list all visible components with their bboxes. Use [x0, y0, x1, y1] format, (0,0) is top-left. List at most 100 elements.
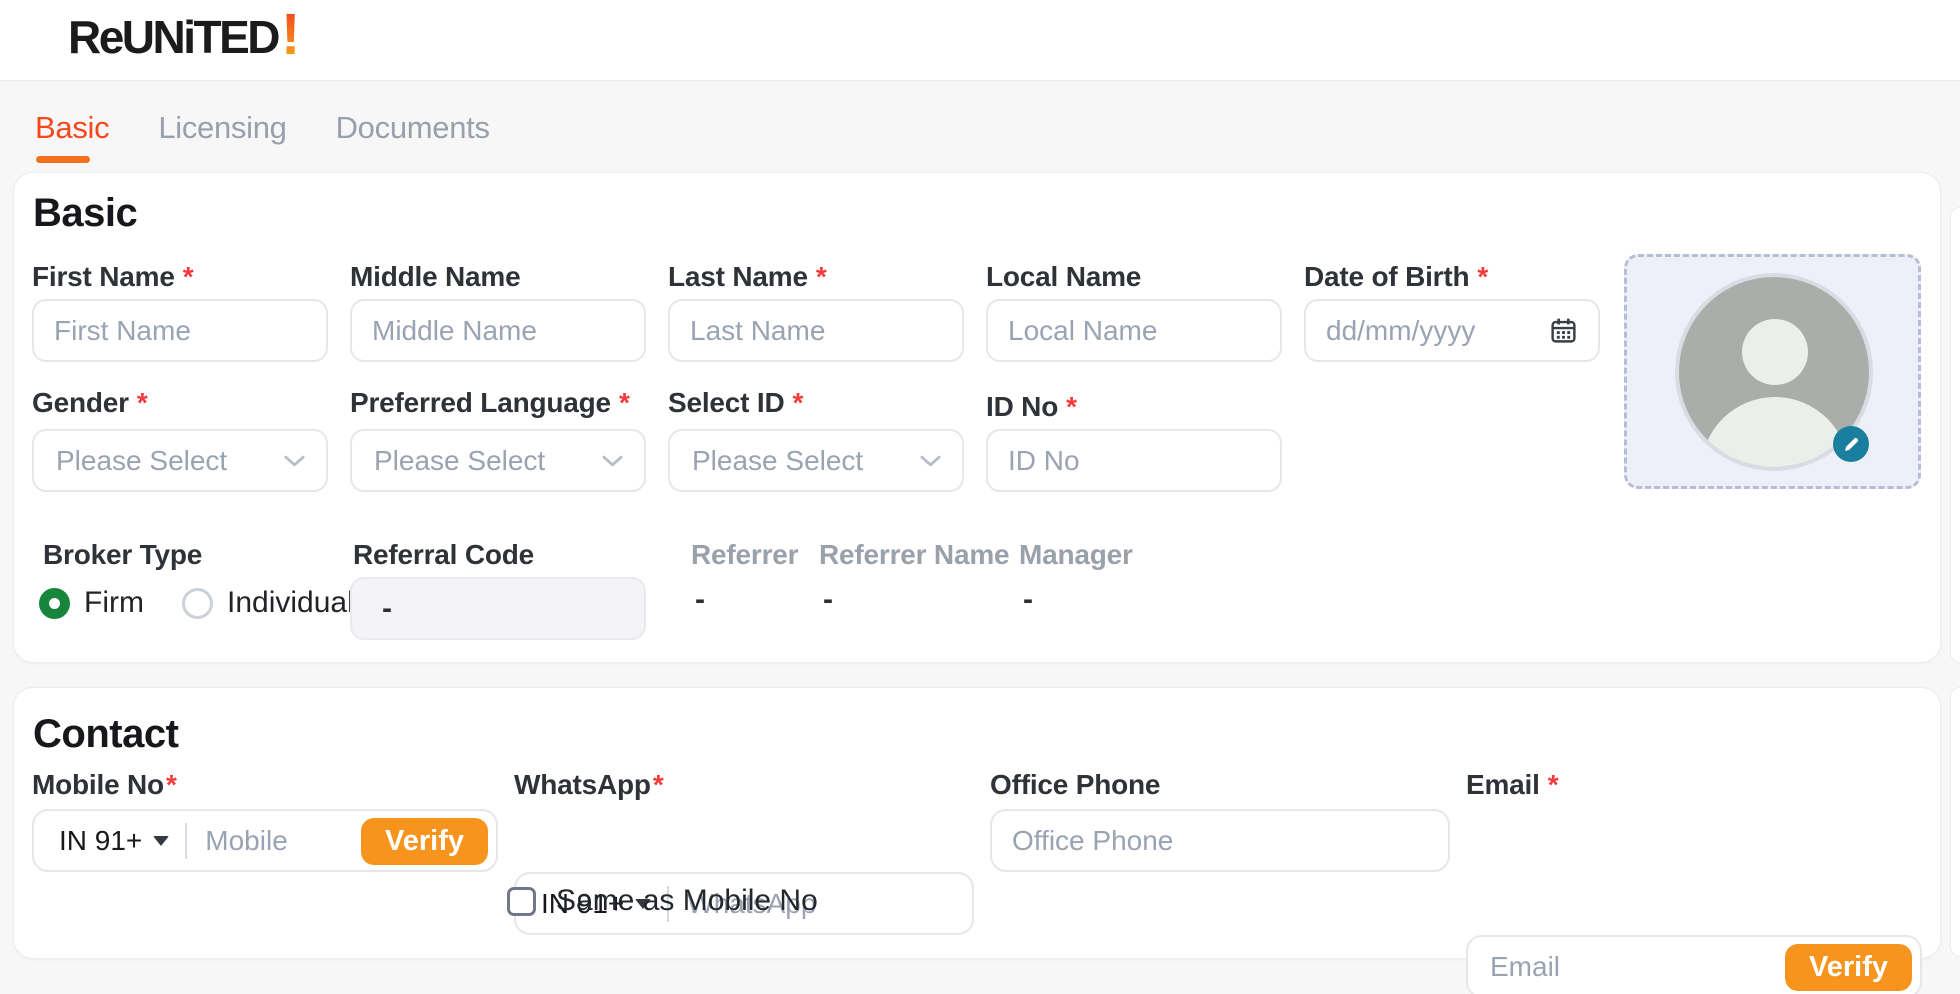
required-asterisk: * [165, 769, 177, 800]
verify-mobile-button[interactable]: Verify [361, 818, 488, 865]
select-id-select-value: Please Select [692, 444, 864, 476]
whatsapp-field-group: IN 91+ [514, 872, 974, 935]
required-asterisk: * [652, 769, 664, 800]
same-as-mobile-label: Same as Mobile No [556, 884, 818, 917]
gender-select[interactable]: Please Select [32, 429, 328, 492]
caret-down-icon [635, 898, 652, 909]
same-as-mobile-row: Same as Mobile No [507, 884, 818, 918]
date-of-birth-field[interactable] [1304, 299, 1600, 362]
referral-code-field: - [350, 577, 646, 640]
preferred-language-select[interactable]: Please Select [350, 429, 646, 492]
mobile-country-code-value: IN 91+ [59, 824, 143, 856]
local-name-input[interactable] [1008, 314, 1260, 347]
adjacent-panel-edge [1950, 207, 1960, 663]
pencil-icon [1842, 435, 1861, 454]
broker-type-radio-group: Firm Individual [39, 586, 354, 620]
required-asterisk: * [182, 261, 194, 292]
mobile-field-group: IN 91+ Verify [32, 809, 498, 872]
basic-section-title: Basic [33, 191, 138, 235]
tab-basic-label: Basic [35, 110, 110, 145]
preferred-language-select-value: Please Select [374, 444, 546, 476]
calendar-icon[interactable] [1549, 316, 1578, 345]
referrer-name-label: Referrer Name [819, 539, 1010, 570]
manager-label: Manager [1019, 539, 1133, 570]
email-field-group: Verify [1466, 935, 1922, 994]
mobile-country-code-select[interactable]: IN 91+ [34, 825, 185, 857]
chevron-down-icon [283, 454, 306, 468]
required-asterisk: * [1066, 391, 1077, 422]
id-no-field[interactable] [986, 429, 1282, 492]
select-id-label: Select ID * [668, 387, 804, 418]
verify-email-button[interactable]: Verify [1785, 944, 1912, 991]
required-asterisk: * [136, 387, 148, 418]
last-name-label: Last Name * [668, 261, 827, 292]
whatsapp-input[interactable] [669, 887, 972, 920]
profile-photo-dropzone[interactable] [1624, 254, 1921, 489]
contact-section-title: Contact [33, 712, 179, 756]
first-name-field[interactable] [32, 299, 328, 362]
brand-logo-exclamation-icon: ! [281, 2, 301, 67]
office-phone-label: Office Phone [990, 769, 1161, 800]
brand-logo: ReUNiTED ! [68, 2, 301, 67]
local-name-field[interactable] [986, 299, 1282, 362]
tab-licensing[interactable]: Licensing [158, 110, 287, 164]
required-asterisk: * [792, 387, 804, 418]
referrer-name-value: - [823, 583, 833, 616]
field-divider [185, 822, 188, 859]
radio-individual-label: Individual [226, 586, 354, 619]
tab-documents[interactable]: Documents [336, 110, 490, 164]
first-name-label: First Name * [32, 261, 194, 292]
whatsapp-country-code-value: IN 91+ [541, 887, 625, 919]
required-asterisk: * [1477, 261, 1489, 292]
radio-firm[interactable] [39, 587, 70, 619]
office-phone-input[interactable] [1012, 824, 1428, 857]
select-id-select[interactable]: Please Select [668, 429, 964, 492]
preferred-language-label: Preferred Language * [350, 387, 630, 418]
adjacent-panel-edge [1950, 687, 1960, 957]
tab-basic[interactable]: Basic [35, 110, 110, 164]
contact-card: Contact Mobile No* WhatsApp* Office Phon… [13, 687, 1941, 994]
office-phone-field[interactable] [990, 809, 1450, 872]
avatar-head-silhouette [1742, 319, 1808, 385]
date-of-birth-label: Date of Birth * [1304, 261, 1489, 292]
id-no-label: ID No * [986, 391, 1077, 422]
chevron-down-icon [601, 454, 624, 468]
local-name-label: Local Name [986, 261, 1142, 292]
required-asterisk: * [618, 387, 630, 418]
required-asterisk: * [815, 261, 827, 292]
caret-down-icon [153, 835, 170, 846]
gender-label: Gender * [32, 387, 148, 418]
gender-select-value: Please Select [56, 444, 228, 476]
required-asterisk: * [1547, 769, 1559, 800]
edit-photo-button[interactable] [1833, 426, 1869, 462]
middle-name-label: Middle Name [350, 261, 521, 292]
radio-firm-label: Firm [84, 586, 144, 619]
last-name-field[interactable] [668, 299, 964, 362]
tab-documents-label: Documents [335, 110, 490, 145]
broker-type-label: Broker Type [43, 539, 203, 570]
basic-card: Basic First Name * Middle Name Last Name *… [13, 172, 1941, 663]
mobile-no-label: Mobile No* [32, 769, 177, 800]
radio-individual[interactable] [181, 587, 213, 619]
whatsapp-country-code-select[interactable]: IN 91+ [516, 888, 667, 920]
middle-name-field[interactable] [350, 299, 646, 362]
brand-logo-text: ReUNiTED [68, 11, 281, 63]
manager-value: - [1023, 583, 1033, 616]
referral-code-value: - [382, 591, 392, 625]
whatsapp-label: WhatsApp* [514, 769, 664, 800]
same-as-mobile-checkbox[interactable] [507, 886, 536, 916]
last-name-input[interactable] [690, 314, 942, 347]
date-of-birth-input[interactable] [1326, 314, 1549, 347]
app-header: ReUNiTED ! [0, 0, 1960, 81]
referral-code-label: Referral Code [353, 539, 535, 570]
email-label: Email * [1466, 769, 1559, 800]
tab-licensing-label: Licensing [158, 110, 287, 145]
middle-name-input[interactable] [372, 314, 624, 347]
referrer-value: - [695, 583, 705, 616]
active-tab-underline [36, 156, 90, 163]
field-divider [667, 885, 670, 922]
referrer-label: Referrer [691, 539, 799, 570]
id-no-input[interactable] [1008, 444, 1260, 477]
first-name-input[interactable] [54, 314, 306, 347]
